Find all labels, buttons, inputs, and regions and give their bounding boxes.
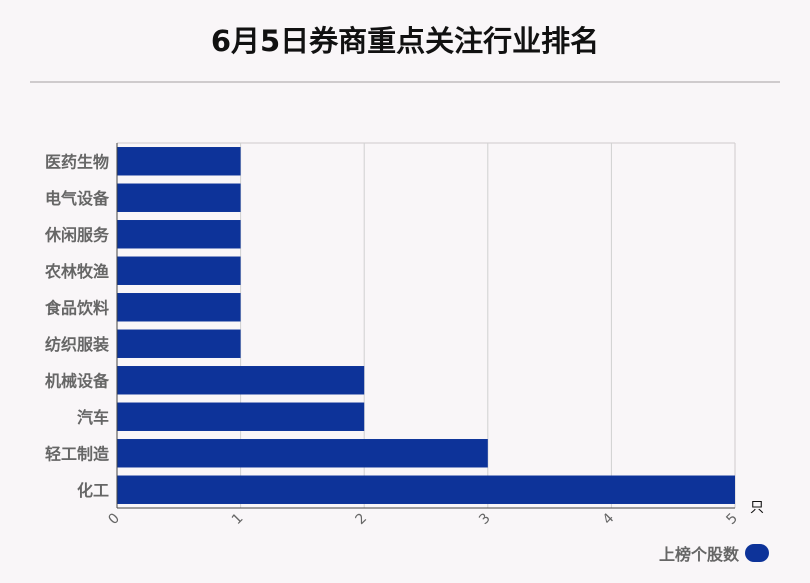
bar [117,293,241,322]
bar [117,402,365,431]
category-label: 医药生物 [45,152,109,171]
x-tick-label: 1 [229,510,247,528]
category-label: 食品饮料 [44,298,109,317]
category-label: 纺织服装 [45,335,109,354]
bar [117,256,241,285]
bar [117,366,365,395]
bar [117,439,488,468]
bar [117,220,241,249]
x-tick-label: 5 [723,510,741,528]
legend-label: 上榜个股数 [658,545,739,564]
category-label: 农林牧渔 [44,262,109,281]
legend-swatch [745,544,769,562]
category-label: 休闲服务 [44,225,110,244]
x-tick-label: 3 [476,510,494,528]
legend: 上榜个股数 [659,541,769,565]
x-tick-label: 2 [353,510,371,528]
bar [117,147,241,176]
bar [117,329,241,358]
bar [117,183,241,212]
x-tick-label: 4 [600,510,618,528]
category-label: 轻工制造 [45,444,110,463]
category-label: 电气设备 [45,189,110,208]
chart-title: 6月5日券商重点关注行业排名 [210,24,600,58]
x-axis-unit: 只 [750,500,764,516]
x-tick-label: 0 [105,510,123,528]
category-label: 汽车 [77,408,109,427]
category-label: 机械设备 [45,371,110,390]
bar [117,475,735,504]
title-divider [30,81,780,83]
category-label: 化工 [77,481,109,500]
